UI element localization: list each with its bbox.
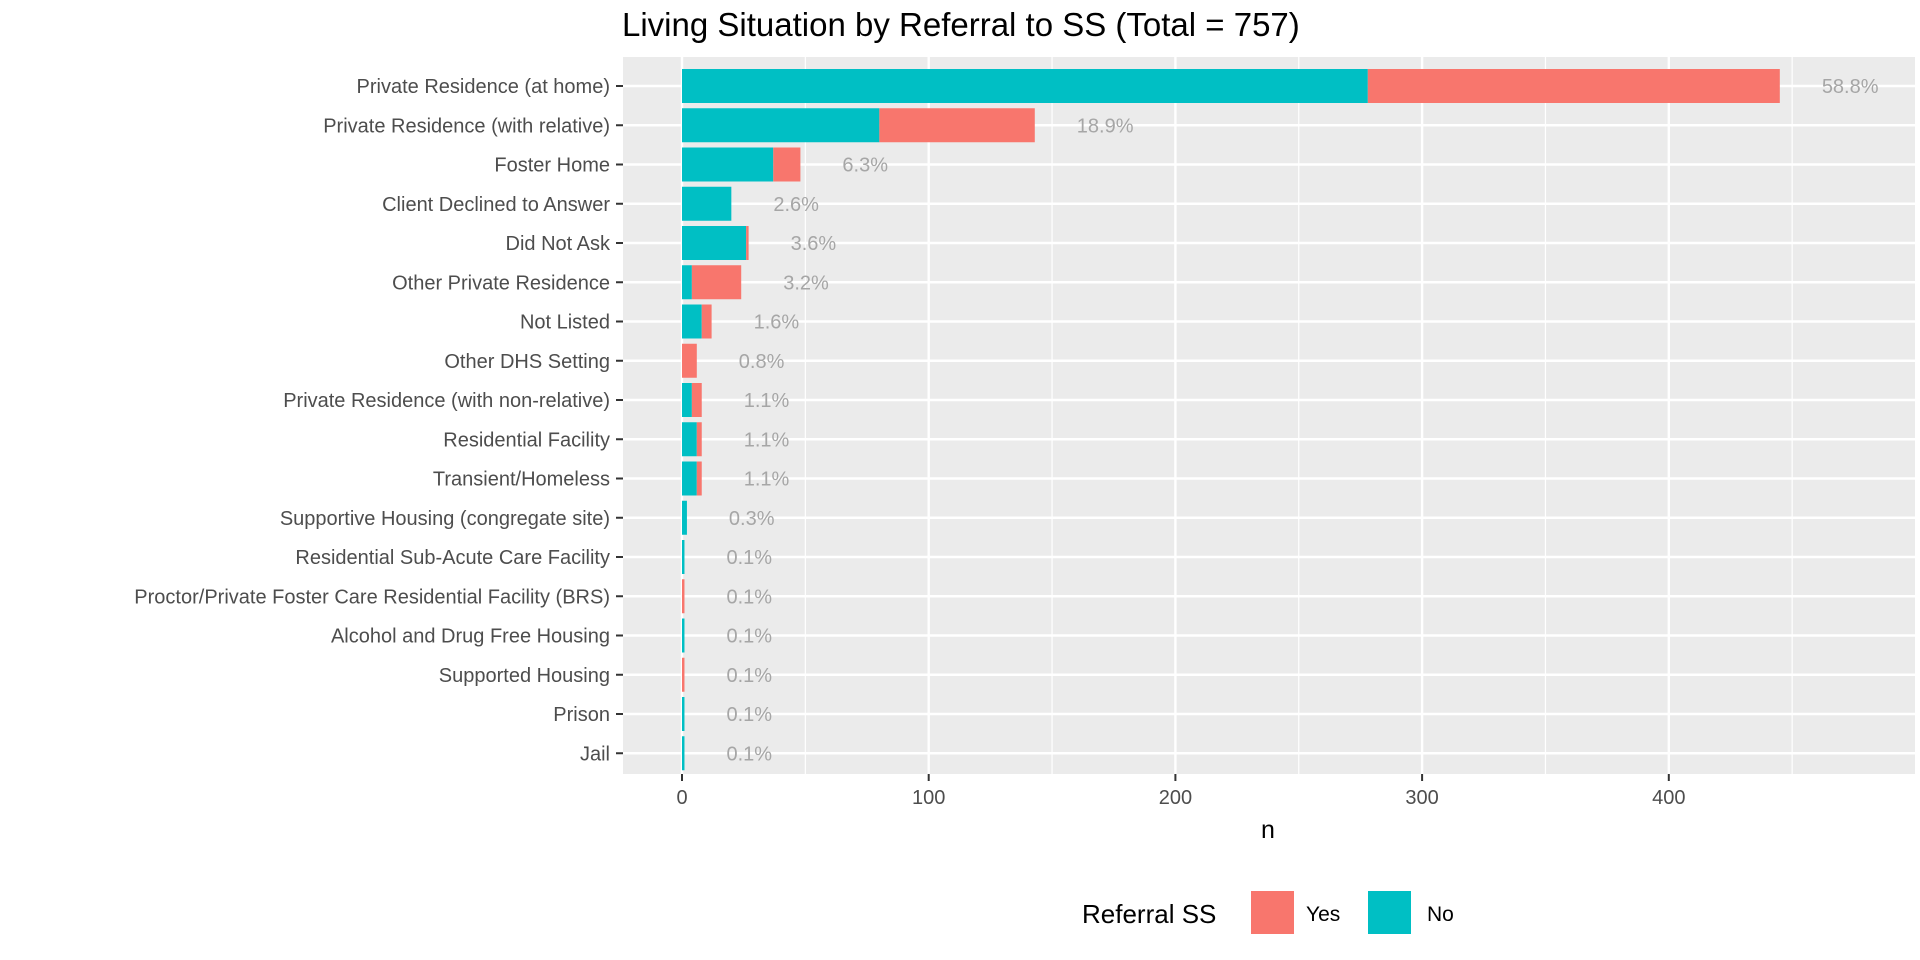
y-tick-label: Private Residence (with relative) (323, 115, 610, 137)
y-tick-label: Jail (580, 743, 610, 765)
bar-no (682, 226, 747, 260)
y-tick-label: Proctor/Private Foster Care Residential … (134, 586, 610, 608)
x-tick-label: 400 (1652, 787, 1685, 809)
y-tick-label: Other Private Residence (392, 272, 610, 294)
percent-label: 0.1% (726, 704, 772, 726)
bar-no (682, 461, 697, 496)
bar-yes (696, 422, 702, 457)
bar-no (682, 618, 685, 653)
percent-label: 58.8% (1822, 76, 1879, 98)
bar-no (682, 736, 685, 771)
bar-yes (691, 265, 742, 300)
y-axis: Private Residence (at home) Private Resid… (134, 76, 623, 765)
bar-no (682, 697, 685, 731)
bar-no (682, 500, 687, 535)
bar-no (682, 540, 685, 574)
bar-no (682, 265, 692, 300)
bar-yes (682, 579, 685, 614)
bar-no (682, 186, 732, 221)
legend-key-no (1368, 891, 1411, 934)
bar-yes (879, 108, 1035, 143)
bar-yes (701, 304, 712, 339)
legend-label-yes: Yes (1306, 903, 1340, 926)
bar-yes (691, 383, 702, 417)
y-tick-label: Client Declined to Answer (382, 194, 610, 216)
x-tick-label: 0 (676, 787, 687, 809)
y-tick-label: Alcohol and Drug Free Housing (331, 626, 610, 648)
bar-yes (682, 343, 697, 378)
bar-no (682, 383, 692, 417)
y-tick-label: Residential Facility (443, 429, 610, 451)
legend: Referral SS Yes No (1082, 891, 1454, 934)
y-tick-label: Transient/Homeless (433, 469, 610, 491)
percent-labels: 58.8% 18.9% 6.3% 2.6% 3.6% 3.2% 1.6% 0.8% 1.1% 1.… (726, 76, 1878, 765)
y-tick-label: Did Not Ask (506, 233, 611, 255)
y-tick-label: Foster Home (494, 155, 610, 177)
percent-label: 0.1% (726, 665, 772, 687)
y-tick-label: Supported Housing (439, 665, 610, 687)
legend-label-no: No (1427, 903, 1454, 926)
y-tick-label: Residential Sub-Acute Care Facility (295, 547, 610, 569)
percent-label: 0.1% (726, 586, 772, 608)
plot-panel (623, 57, 1915, 774)
x-tick-label: 300 (1405, 787, 1438, 809)
y-tick-label: Private Residence (at home) (357, 76, 610, 98)
y-tick-label: Supportive Housing (congregate site) (280, 508, 610, 530)
percent-label: 2.6% (773, 194, 819, 216)
percent-label: 0.1% (726, 743, 772, 765)
legend-key-yes (1251, 891, 1294, 934)
y-tick-label: Prison (553, 704, 610, 726)
percent-label: 1.1% (744, 469, 790, 491)
percent-label: 1.1% (744, 390, 790, 412)
percent-label: 6.3% (842, 155, 888, 177)
percent-label: 0.1% (726, 547, 772, 569)
percent-label: 1.6% (754, 312, 800, 334)
bar-yes (696, 461, 702, 496)
bar-yes (1367, 69, 1780, 103)
percent-label: 1.1% (744, 429, 790, 451)
bar-no (682, 147, 774, 182)
percent-label: 0.8% (739, 351, 785, 373)
percent-label: 3.6% (791, 233, 837, 255)
bar-no (682, 69, 1368, 103)
legend-title: Referral SS (1082, 899, 1216, 929)
bar-yes (682, 657, 685, 692)
y-tick-label: Not Listed (520, 312, 610, 334)
x-tick-label: 200 (1159, 787, 1192, 809)
x-tick-label: 100 (912, 787, 945, 809)
chart-title: Living Situation by Referral to SS (Tota… (622, 6, 1300, 43)
bar-yes (773, 147, 801, 182)
percent-label: 0.1% (726, 626, 772, 648)
bar-no (682, 108, 880, 143)
percent-label: 0.3% (729, 508, 775, 530)
y-tick-label: Other DHS Setting (444, 351, 610, 373)
x-axis-title: n (1261, 816, 1275, 844)
bar-yes (746, 226, 749, 260)
bar-no (682, 422, 697, 457)
percent-label: 3.2% (783, 272, 829, 294)
x-axis: 0 100 200 300 400 (676, 774, 1685, 809)
y-tick-label: Private Residence (with non-relative) (283, 390, 610, 412)
bar-no (682, 304, 702, 339)
percent-label: 18.9% (1077, 115, 1134, 137)
bars (682, 69, 1780, 771)
